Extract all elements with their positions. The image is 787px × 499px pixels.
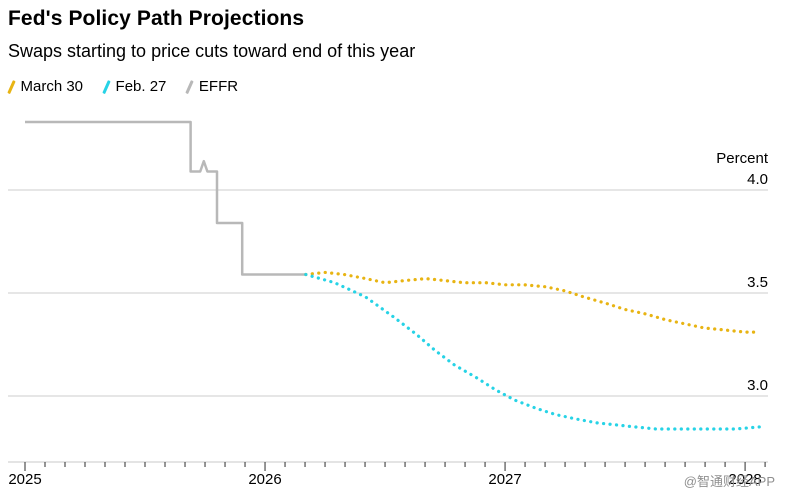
series-feb-27 xyxy=(304,272,762,431)
legend-item-feb-27: Feb. 27 xyxy=(102,78,167,95)
series-march-30 xyxy=(304,270,762,334)
legend-item-march-30: March 30 xyxy=(7,78,84,95)
y-tick-label: 4.0 xyxy=(747,171,768,188)
y-tick-label: 3.0 xyxy=(747,377,768,394)
x-tick-label: 2026 xyxy=(248,471,281,488)
chart-legend: March 30 Feb. 27 EFFR xyxy=(7,78,239,95)
legend-label: Feb. 27 xyxy=(115,78,167,95)
x-tick-label: 2028 xyxy=(728,471,761,488)
x-tick-label: 2027 xyxy=(488,471,521,488)
watermark: @智通财经APP xyxy=(683,474,775,489)
chart-title: Fed's Policy Path Projections xyxy=(8,7,305,30)
legend-label: EFFR xyxy=(198,78,239,95)
y-tick-label: 3.5 xyxy=(747,274,768,291)
y-axis-label: Percent xyxy=(716,150,769,167)
chart-subtitle: Swaps starting to price cuts toward end … xyxy=(8,41,416,61)
x-tick-label: 2025 xyxy=(8,471,41,488)
legend-item-effr: EFFR xyxy=(185,78,239,95)
legend-label: March 30 xyxy=(20,78,84,95)
series-effr xyxy=(25,120,306,276)
